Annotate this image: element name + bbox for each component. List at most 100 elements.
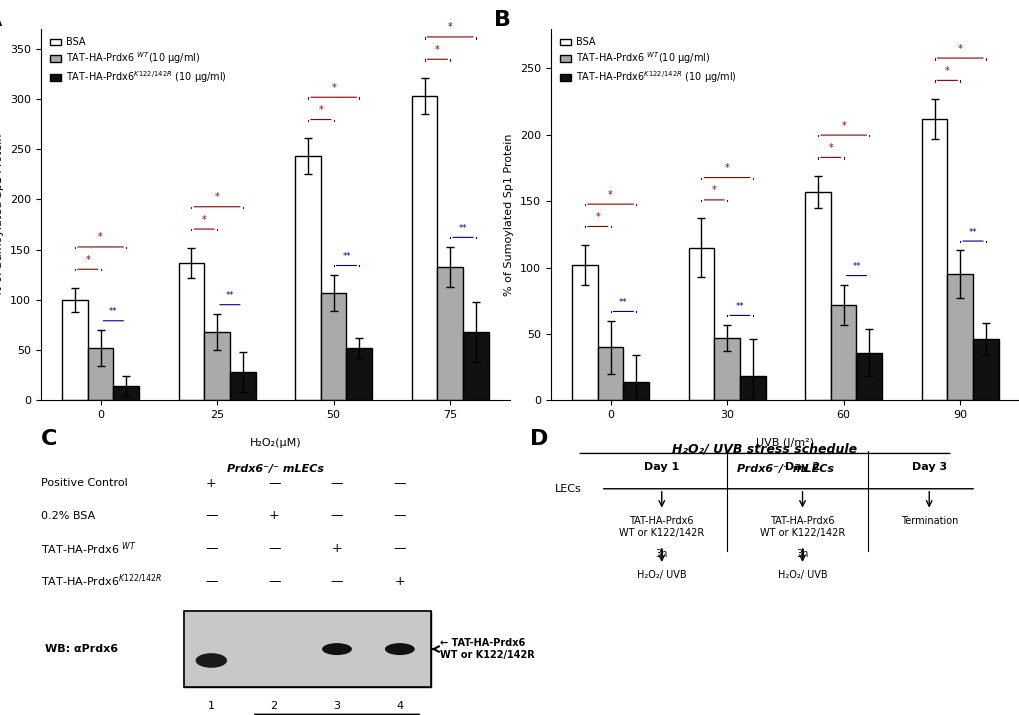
Bar [713, 338, 739, 400]
Text: —: — [330, 510, 343, 523]
Legend: BSA, TAT-HA-Prdx6 $^{WT}$(10 μg/ml), TAT-HA-Prdx6$^{K122/142R}$ (10 μg/ml): BSA, TAT-HA-Prdx6 $^{WT}$(10 μg/ml), TAT… [555, 34, 740, 89]
Text: —: — [393, 477, 406, 490]
Text: WB: αPrdx6: WB: αPrdx6 [45, 644, 118, 654]
Text: *: * [434, 45, 439, 55]
Text: —: — [330, 575, 343, 588]
Bar [178, 262, 204, 400]
Text: **: ** [459, 224, 467, 233]
Text: 3h: 3h [655, 548, 667, 558]
Text: Prdx6⁻/⁻ mLECs: Prdx6⁻/⁻ mLECs [226, 463, 324, 473]
Text: TAT-HA-Prdx6
WT or K122/142R: TAT-HA-Prdx6 WT or K122/142R [759, 516, 845, 538]
Bar [321, 293, 346, 400]
Text: 1: 1 [208, 701, 215, 711]
Text: +: + [394, 575, 405, 588]
Text: Termination: Termination [900, 516, 957, 526]
Bar [437, 267, 463, 400]
Text: H₂O₂/ UVB: H₂O₂/ UVB [776, 571, 826, 581]
Text: H₂O₂/ UVB stress schedule: H₂O₂/ UVB stress schedule [672, 443, 857, 455]
Text: H₂O₂/ UVB: H₂O₂/ UVB [636, 571, 686, 581]
Text: +: + [269, 510, 279, 523]
Text: Prdx6⁻/⁻ mLECs: Prdx6⁻/⁻ mLECs [736, 463, 834, 473]
Text: —: — [393, 542, 406, 555]
Text: Day 1: Day 1 [644, 462, 679, 472]
Bar [597, 347, 623, 400]
Bar [113, 386, 139, 400]
Text: *: * [944, 66, 949, 76]
Text: 0.2% BSA: 0.2% BSA [41, 511, 95, 521]
Text: *: * [607, 189, 612, 199]
Text: *: * [595, 212, 599, 222]
Bar [463, 332, 488, 400]
Text: —: — [268, 575, 280, 588]
Bar [412, 96, 437, 400]
Y-axis label: % of Sumoylated Sp1 Protein: % of Sumoylated Sp1 Protein [0, 133, 4, 296]
Text: H₂O₂(μM): H₂O₂(μM) [250, 438, 301, 448]
Ellipse shape [196, 654, 227, 668]
Text: **: ** [109, 307, 117, 316]
Text: A: A [0, 10, 2, 30]
Text: C: C [41, 429, 57, 449]
Text: +: + [331, 542, 342, 555]
Bar [346, 348, 372, 400]
Y-axis label: % of Sumoylated Sp1 Protein: % of Sumoylated Sp1 Protein [504, 133, 514, 296]
Text: *: * [98, 232, 103, 242]
Text: B: B [494, 10, 511, 30]
Text: —: — [268, 542, 280, 555]
Bar [739, 377, 765, 400]
Text: **: ** [342, 252, 351, 261]
Bar [921, 119, 947, 400]
Bar [947, 275, 972, 400]
Text: 3: 3 [333, 701, 340, 711]
Text: TAT-HA-Prdx6$^{K122/142R}$: TAT-HA-Prdx6$^{K122/142R}$ [41, 573, 162, 589]
Text: TAT-HA-Prdx6
WT or K122/142R: TAT-HA-Prdx6 WT or K122/142R [619, 516, 704, 538]
Bar [572, 265, 597, 400]
Text: **: ** [852, 262, 860, 271]
Text: +: + [206, 477, 216, 490]
Bar [830, 305, 856, 400]
Text: **: ** [735, 302, 744, 311]
Text: **: ** [968, 227, 976, 237]
Text: —: — [393, 510, 406, 523]
Text: *: * [86, 255, 90, 265]
Text: Positive Control: Positive Control [41, 478, 127, 488]
Text: *: * [841, 121, 845, 131]
Bar [856, 352, 881, 400]
Bar [688, 247, 713, 400]
Text: *: * [318, 105, 323, 115]
Text: LECs: LECs [554, 484, 581, 494]
Bar [204, 332, 229, 400]
Text: *: * [215, 192, 219, 202]
Bar [623, 382, 648, 400]
Text: Day 3: Day 3 [911, 462, 946, 472]
Text: —: — [205, 510, 217, 523]
Text: TAT-HA-Prdx6 $^{WT}$: TAT-HA-Prdx6 $^{WT}$ [41, 541, 137, 557]
Text: ← TAT-HA-Prdx6
WT or K122/142R: ← TAT-HA-Prdx6 WT or K122/142R [440, 638, 534, 660]
Text: *: * [202, 214, 207, 225]
FancyBboxPatch shape [184, 611, 431, 687]
FancyBboxPatch shape [184, 611, 431, 687]
Text: *: * [447, 22, 452, 32]
Text: Day 2: Day 2 [785, 462, 819, 472]
Text: —: — [268, 477, 280, 490]
Text: 3h: 3h [796, 548, 808, 558]
Text: **: ** [619, 298, 627, 307]
Text: 4: 4 [396, 701, 403, 711]
Legend: BSA, TAT-HA-Prdx6 $^{WT}$(10 μg/ml), TAT-HA-Prdx6$^{K122/142R}$ (10 μg/ml): BSA, TAT-HA-Prdx6 $^{WT}$(10 μg/ml), TAT… [46, 34, 230, 89]
Text: *: * [957, 44, 962, 54]
Bar [804, 192, 830, 400]
Ellipse shape [384, 643, 415, 655]
Bar [62, 300, 88, 400]
Text: **: ** [225, 291, 234, 300]
Bar [972, 340, 998, 400]
Text: D: D [530, 429, 548, 449]
Text: *: * [711, 185, 716, 195]
Bar [229, 373, 256, 400]
Text: 2: 2 [270, 701, 277, 711]
Text: —: — [330, 477, 343, 490]
Text: —: — [205, 542, 217, 555]
Text: *: * [827, 143, 833, 153]
Bar [294, 156, 321, 400]
Text: *: * [331, 83, 335, 93]
Bar [88, 348, 113, 400]
Text: *: * [725, 163, 729, 173]
